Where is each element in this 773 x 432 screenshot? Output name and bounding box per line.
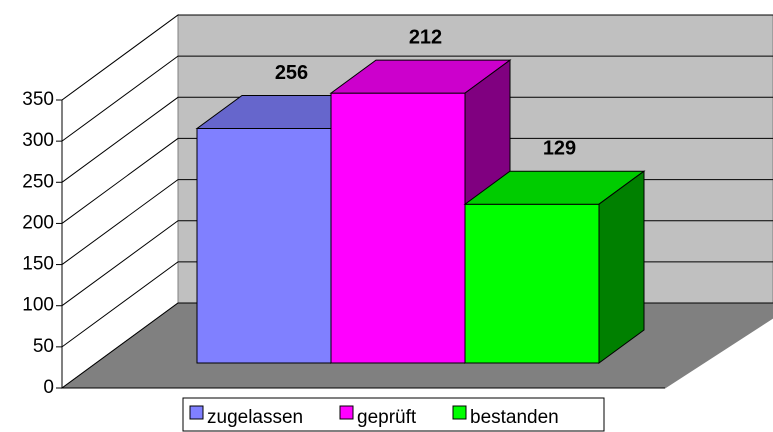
bar-front (464, 203, 600, 364)
y-tick-label: 150 (22, 254, 54, 275)
y-tick-label: 100 (22, 295, 54, 316)
legend-label: zugelassen (207, 407, 303, 428)
grid-line (61, 55, 773, 142)
data-label: 256 (275, 62, 308, 84)
y-tick-label: 0 (43, 377, 54, 398)
legend-box (182, 397, 605, 432)
bar-front (330, 92, 466, 364)
y-tick-label: 200 (22, 212, 54, 233)
bar (463, 170, 646, 364)
bar-side (598, 170, 645, 364)
legend: zugelassen geprüft bestanden (182, 397, 605, 432)
y-tick-label: 50 (33, 336, 54, 357)
grid-line (61, 14, 773, 101)
y-tick-label: 350 (22, 89, 54, 110)
y-tick-label: 250 (22, 171, 54, 192)
data-label: 212 (409, 26, 442, 48)
legend-swatch (339, 405, 354, 420)
legend-label: geprüft (357, 407, 417, 428)
grid-line (61, 96, 773, 183)
legend-swatch (452, 405, 467, 420)
data-label: 129 (543, 137, 576, 159)
y-tick-label: 300 (22, 130, 54, 151)
grid-line (61, 137, 773, 224)
legend-swatch (189, 405, 204, 420)
bar-front (196, 127, 332, 364)
legend-label: bestanden (470, 407, 559, 428)
